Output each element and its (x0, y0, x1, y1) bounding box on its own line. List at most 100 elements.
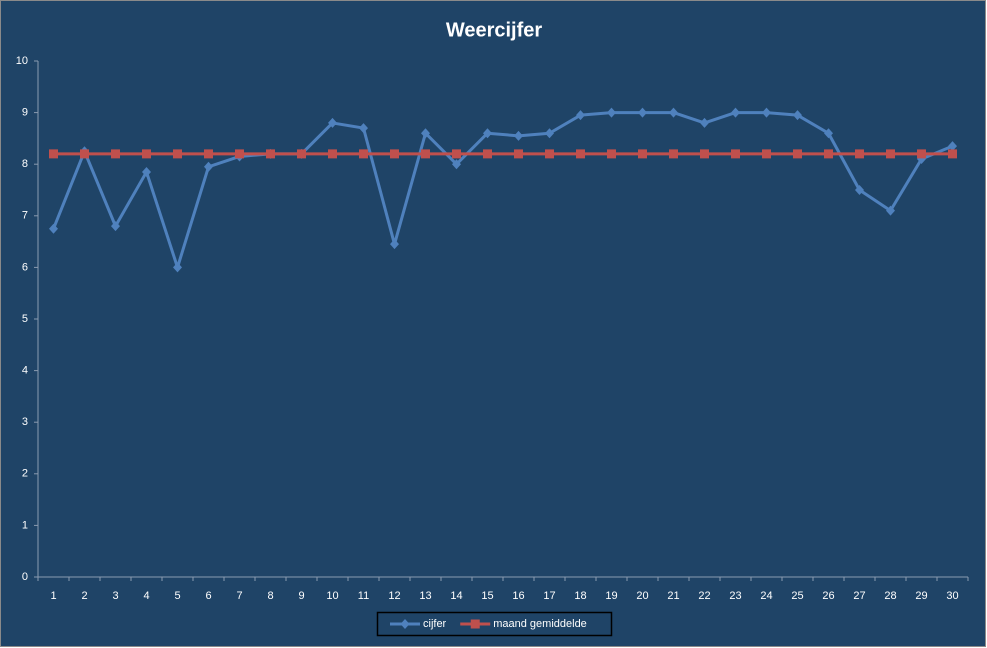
marker (328, 117, 337, 128)
x-tick-label: 20 (636, 590, 648, 602)
marker (49, 149, 58, 159)
y-tick-label: 5 (22, 313, 28, 325)
x-tick-label: 24 (760, 590, 772, 602)
marker (669, 149, 678, 159)
marker (470, 619, 480, 629)
x-tick-label: 23 (729, 590, 741, 602)
marker (390, 149, 399, 159)
marker (483, 128, 492, 139)
series-line (52, 111, 954, 269)
marker (390, 239, 399, 250)
x-tick-label: 3 (112, 590, 118, 602)
marker (204, 149, 213, 159)
x-tick-label: 26 (822, 590, 834, 602)
x-tick-label: 9 (298, 590, 304, 602)
x-tick-label: 19 (605, 590, 617, 602)
x-tick-label: 7 (236, 590, 242, 602)
marker (204, 161, 213, 172)
y-tick-label: 3 (22, 416, 28, 428)
y-tick-label: 8 (22, 158, 28, 170)
marker (886, 205, 895, 216)
marker (669, 107, 678, 118)
marker (111, 221, 120, 232)
marker (762, 149, 771, 159)
y-tick-label: 7 (22, 210, 28, 222)
marker (297, 149, 306, 159)
marker (948, 149, 957, 159)
x-tick-label: 30 (946, 590, 958, 602)
marker (514, 130, 523, 141)
x-tick-label: 5 (174, 590, 180, 602)
marker (421, 128, 430, 139)
x-tick-label: 25 (791, 590, 803, 602)
x-tick-label: 15 (481, 590, 493, 602)
x-tick-label: 16 (512, 590, 524, 602)
marker (762, 107, 771, 118)
marker (607, 107, 616, 118)
legend-label: maand gemiddelde (493, 618, 587, 630)
marker (731, 107, 740, 118)
x-tick-label: 6 (205, 590, 211, 602)
legend-box (376, 611, 613, 637)
x-tick-label: 29 (915, 590, 927, 602)
marker (948, 141, 957, 152)
x-tick-label: 27 (853, 590, 865, 602)
y-tick-label: 1 (22, 519, 28, 531)
y-tick-label: 6 (22, 261, 28, 273)
marker (855, 185, 864, 195)
x-tick-label: 28 (884, 590, 896, 602)
marker (638, 107, 647, 118)
y-tick-label: 4 (22, 365, 28, 377)
marker (700, 117, 709, 128)
marker (173, 149, 182, 159)
marker (576, 110, 585, 121)
marker (886, 149, 895, 159)
x-tick-label: 11 (358, 590, 369, 602)
x-tick-label: 1 (50, 590, 56, 602)
marker (917, 149, 926, 159)
x-tick-label: 17 (543, 590, 555, 602)
marker (638, 149, 647, 159)
y-tick-label: 10 (16, 55, 28, 67)
marker (173, 262, 182, 273)
marker (328, 149, 337, 159)
marker (111, 149, 120, 159)
marker (731, 149, 740, 159)
marker (545, 128, 554, 139)
marker (266, 149, 275, 159)
marker (400, 619, 410, 629)
marker (49, 223, 58, 234)
x-tick-label: 12 (388, 590, 400, 602)
marker (793, 110, 802, 121)
marker (793, 149, 802, 159)
marker (824, 149, 833, 159)
legend-label: cijfer (423, 618, 447, 630)
marker (142, 149, 151, 159)
marker (359, 149, 368, 159)
x-tick-label: 10 (326, 590, 338, 602)
legend: cijfer maand gemiddelde (376, 611, 613, 637)
marker (855, 149, 864, 159)
marker (142, 166, 151, 177)
marker (700, 149, 709, 159)
chart-title: Weercijfer (446, 19, 543, 41)
y-tick-label: 9 (22, 107, 28, 119)
x-tick-label: 13 (419, 590, 431, 602)
y-tick-label: 0 (22, 571, 28, 583)
y-tick-label: 2 (22, 468, 28, 480)
x-tick-label: 18 (574, 590, 586, 602)
x-tick-label: 14 (450, 590, 462, 602)
marker (545, 149, 554, 159)
x-tick-label: 21 (667, 590, 679, 602)
marker (80, 149, 89, 159)
marker (235, 149, 244, 159)
marker (824, 128, 833, 139)
marker (452, 149, 461, 159)
marker (452, 159, 461, 170)
marker (359, 123, 368, 134)
marker (483, 149, 492, 159)
marker (576, 149, 585, 159)
x-tick-label: 2 (81, 590, 87, 602)
